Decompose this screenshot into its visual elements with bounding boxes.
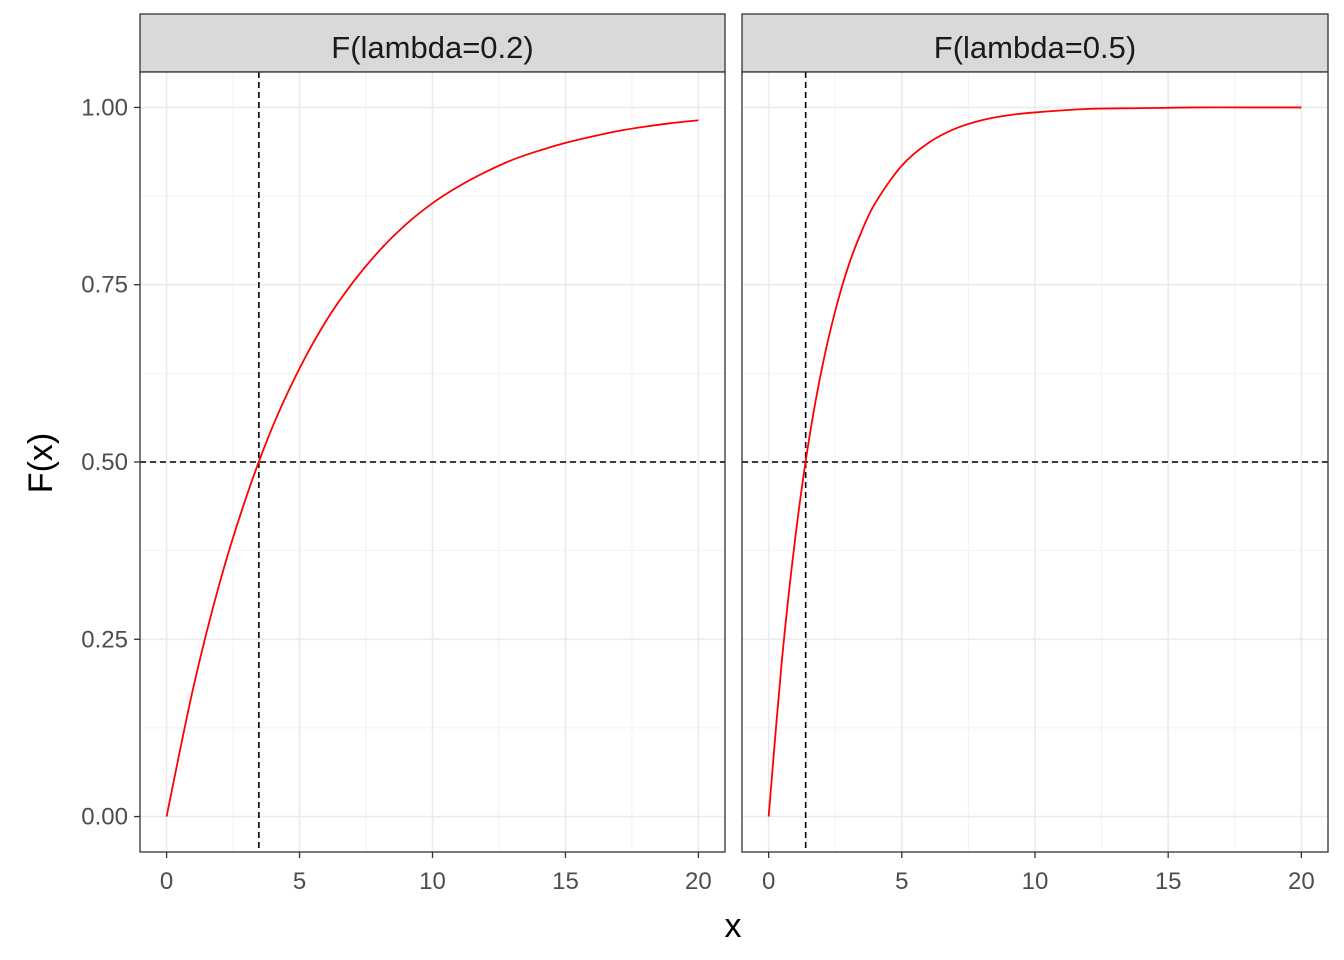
- x-tick-label: 15: [552, 868, 579, 895]
- x-tick-label: 20: [1288, 868, 1315, 895]
- x-axis-title: x: [725, 907, 742, 945]
- panel-lambda-0-2: F(lambda=0.2) 0 5 10 15 20: [139, 13, 726, 895]
- facet-strip: [139, 13, 726, 73]
- y-tick-label: 0.00: [81, 804, 128, 831]
- y-tick-label: 0.25: [81, 626, 128, 653]
- facet-strip-label: F(lambda=0.5): [934, 30, 1136, 65]
- x-tick-label: 20: [685, 868, 712, 895]
- facet-strip: [741, 13, 1329, 73]
- x-tick-label: 10: [419, 868, 446, 895]
- x-tick-label: 5: [895, 868, 908, 895]
- cdf-line: [767, 106, 1302, 817]
- x-tick-label: 10: [1022, 868, 1049, 895]
- x-tick-label: 5: [293, 868, 306, 895]
- y-tick-label: 1.00: [81, 94, 128, 121]
- panel-lambda-0-5: F(lambda=0.5) 0 5 10 15 20: [741, 13, 1329, 895]
- x-tick-label: 0: [762, 868, 775, 895]
- y-tick-label: 0.75: [81, 272, 128, 299]
- cdf-line: [165, 119, 699, 817]
- y-axis-title: F(x): [22, 433, 60, 493]
- facet-strip-label: F(lambda=0.2): [331, 30, 533, 65]
- x-tick-label: 0: [160, 868, 173, 895]
- x-tick-label: 15: [1155, 868, 1182, 895]
- y-tick-label: 0.50: [81, 449, 128, 476]
- y-axis-tick-labels: 0.00 0.25 0.50 0.75 1.00: [81, 94, 140, 831]
